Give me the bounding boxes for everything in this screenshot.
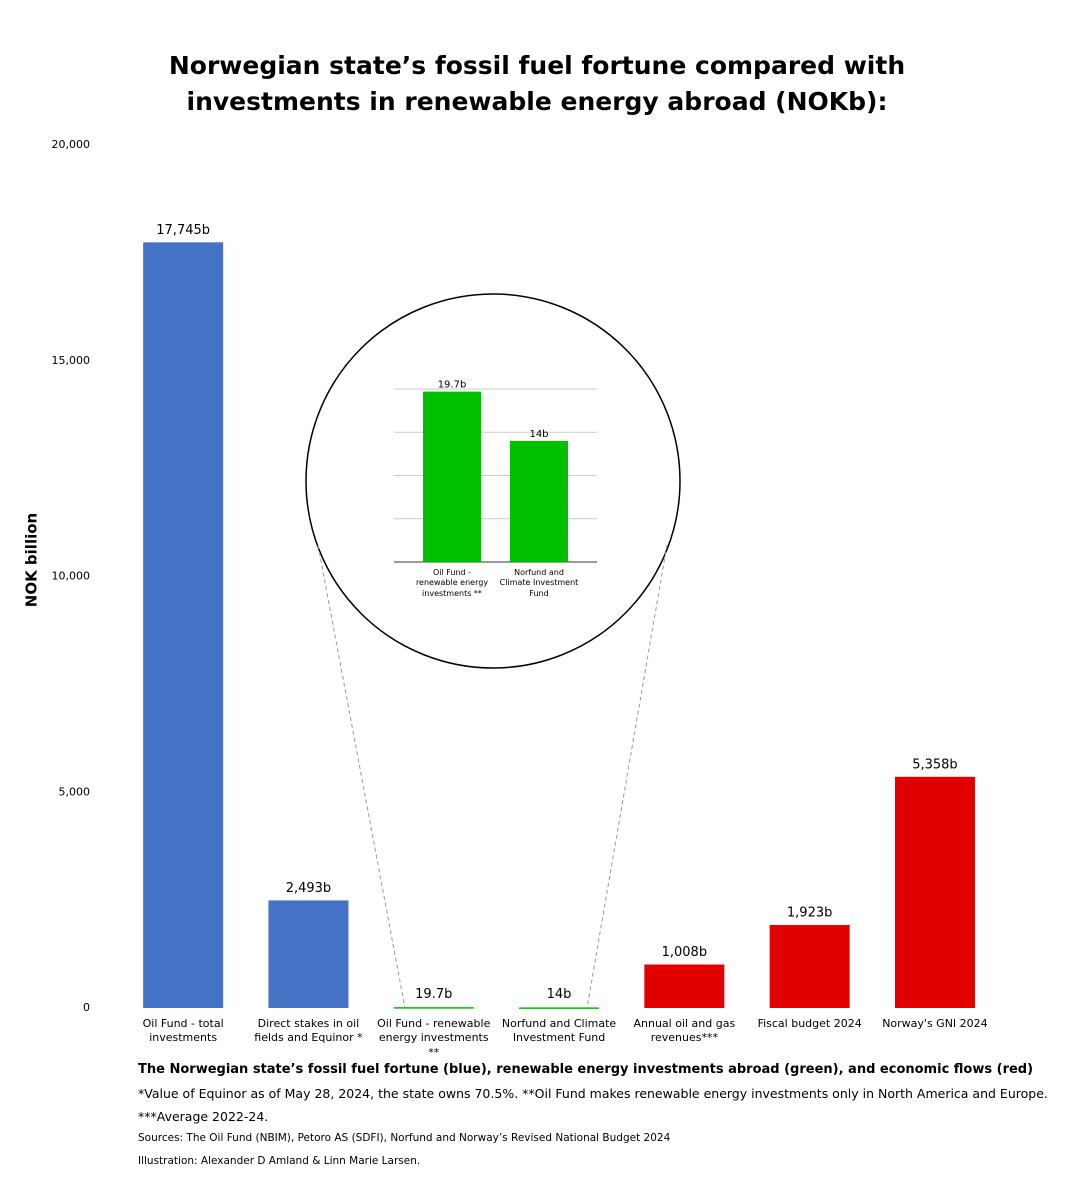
x-tick-label: Norway's GNI 2024 xyxy=(882,1017,988,1030)
zoom-circle xyxy=(305,293,681,669)
y-tick-label: 5,000 xyxy=(59,785,91,798)
y-tick-label: 15,000 xyxy=(52,354,91,367)
x-tick-label: Oil Fund - renewable energy investments … xyxy=(415,568,489,598)
caption: The Norwegian state’s fossil fuel fortun… xyxy=(138,1062,1034,1077)
bar xyxy=(894,776,975,1008)
zoom-line xyxy=(317,544,406,1009)
bar xyxy=(423,391,481,562)
y-tick-label: 10,000 xyxy=(52,570,91,583)
zoom-line xyxy=(586,544,668,1009)
value-label: 5,358b xyxy=(912,757,957,772)
value-label: 19.7b xyxy=(438,380,467,391)
note: *Value of Equinor as of May 28, 2024, th… xyxy=(138,1086,1048,1101)
y-tick-label: 0 xyxy=(83,1001,90,1014)
x-tick-label: Oil Fund - renewable energy investments … xyxy=(377,1017,491,1059)
value-label: 1,008b xyxy=(662,945,707,960)
bar xyxy=(510,440,568,562)
x-tick-label: Norfund and Climate Investment Fund xyxy=(501,1017,617,1045)
value-label: 14b xyxy=(529,429,548,440)
bar xyxy=(393,1007,474,1009)
x-tick-label: Annual oil and gas revenues*** xyxy=(633,1017,736,1045)
x-tick-label: Oil Fund - total investments xyxy=(142,1017,224,1045)
credit: Illustration: Alexander D Amland & Linn … xyxy=(138,1155,421,1167)
x-tick-label: Direct stakes in oil fields and Equinor … xyxy=(254,1017,363,1045)
bar xyxy=(268,900,349,1008)
bar xyxy=(769,925,850,1008)
value-label: 19.7b xyxy=(415,987,452,1002)
chart-title: Norwegian state’s fossil fuel fortune co… xyxy=(168,51,906,116)
x-tick-label: Norfund and Climate Investment Fund xyxy=(499,568,579,598)
bar xyxy=(644,964,725,1008)
sources: Sources: The Oil Fund (NBIM), Petoro AS … xyxy=(138,1132,671,1144)
value-label: 14b xyxy=(547,987,572,1002)
note: ***Average 2022-24. xyxy=(138,1109,269,1124)
value-label: 1,923b xyxy=(787,906,832,921)
y-axis-label: NOK billion xyxy=(23,513,41,607)
value-label: 17,745b xyxy=(156,223,210,238)
bar xyxy=(519,1007,600,1009)
y-tick-label: 20,000 xyxy=(52,138,91,151)
bar xyxy=(143,242,224,1009)
value-label: 2,493b xyxy=(286,881,331,896)
x-tick-label: Fiscal budget 2024 xyxy=(757,1017,862,1030)
